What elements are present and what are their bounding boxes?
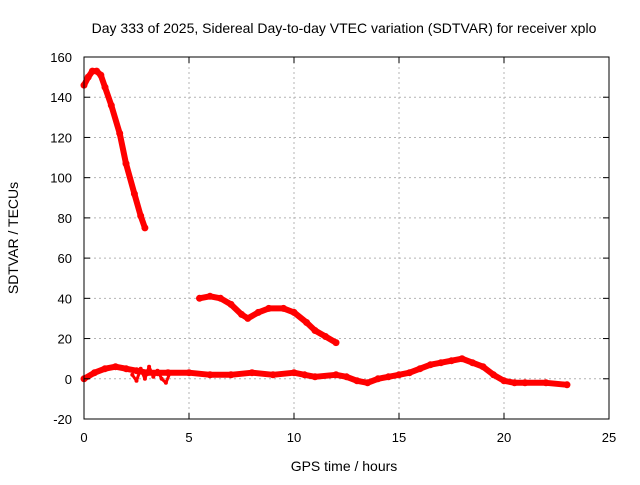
y-tick-label: 60 — [58, 251, 72, 266]
data-point — [406, 369, 413, 377]
data-point — [301, 371, 308, 379]
data-point — [469, 359, 476, 367]
data-point — [97, 71, 105, 79]
series-layer — [80, 67, 571, 389]
data-point — [185, 369, 193, 377]
chart-title: Day 333 of 2025, Sidereal Day-to-day VTE… — [92, 20, 597, 36]
data-point — [91, 369, 98, 377]
x-tick-label: 10 — [287, 430, 301, 445]
y-tick-label: -20 — [53, 412, 72, 427]
data-point — [563, 381, 571, 389]
x-tick-label: 0 — [80, 430, 87, 445]
x-axis-label: GPS time / hours — [291, 458, 398, 474]
data-point — [332, 339, 340, 347]
data-point — [353, 377, 361, 385]
data-point — [130, 372, 135, 377]
data-point — [147, 364, 152, 369]
data-point — [385, 373, 392, 381]
data-point — [416, 365, 424, 373]
data-point — [521, 379, 529, 387]
data-point — [311, 373, 319, 381]
grid-layer — [84, 57, 609, 419]
data-point — [448, 357, 455, 365]
data-point — [311, 327, 319, 334]
tick-layer: 0 5 10 15 20 25 -20 0 20 40 60 80 100 120 140 160 — [50, 50, 616, 445]
data-point — [395, 371, 403, 379]
x-tick-label: 20 — [497, 430, 511, 445]
data-point — [84, 73, 92, 81]
data-point — [437, 359, 445, 367]
data-point — [479, 363, 487, 371]
x-tick-label: 5 — [185, 430, 192, 445]
data-point — [227, 371, 235, 379]
y-axis-label: SDTVAR / TECUs — [5, 182, 21, 294]
y-tick-label: 160 — [50, 50, 72, 65]
plot-frame — [83, 56, 610, 420]
series-line-high-arc — [81, 68, 148, 231]
data-point — [155, 368, 160, 373]
y-tick-label: 20 — [58, 332, 72, 347]
data-point — [168, 370, 173, 375]
data-point — [138, 366, 143, 371]
data-point — [116, 129, 124, 137]
data-point — [254, 308, 262, 316]
x-tick-label: 15 — [392, 430, 406, 445]
data-point — [159, 376, 164, 381]
y-tick-label: 100 — [50, 171, 72, 186]
data-point — [500, 377, 508, 385]
series-line-mid-arc — [196, 293, 339, 346]
y-tick-label: 0 — [65, 372, 72, 387]
data-point — [122, 365, 130, 373]
data-point — [427, 361, 434, 369]
data-point — [322, 333, 329, 340]
series-line-noise-burst — [130, 365, 172, 385]
y-tick-label: 120 — [50, 130, 72, 145]
data-point — [206, 292, 214, 300]
data-point — [542, 379, 550, 387]
data-point — [151, 374, 156, 379]
data-point — [303, 319, 311, 326]
data-point — [511, 379, 518, 387]
data-point — [269, 371, 277, 379]
y-tick-label: 40 — [58, 291, 72, 306]
y-tick-label: 80 — [58, 211, 72, 226]
data-point — [374, 375, 382, 383]
data-point — [238, 310, 245, 318]
data-point — [130, 190, 138, 198]
y-tick-label: 140 — [50, 90, 72, 105]
data-point — [332, 371, 340, 379]
data-point — [217, 294, 224, 302]
data-point — [137, 212, 145, 220]
data-point — [343, 373, 350, 381]
data-point — [142, 376, 147, 381]
data-point — [141, 224, 149, 232]
data-point — [163, 380, 168, 385]
data-point — [290, 369, 298, 377]
data-point — [101, 83, 109, 91]
data-point — [227, 300, 235, 308]
data-point — [280, 304, 287, 312]
data-point — [364, 379, 371, 387]
data-point — [458, 355, 466, 363]
data-point — [134, 378, 139, 383]
data-point — [206, 371, 214, 379]
data-point — [290, 308, 298, 316]
data-point — [107, 101, 115, 109]
data-point — [248, 369, 256, 377]
data-point — [490, 371, 497, 379]
x-tick-label: 25 — [602, 430, 616, 445]
data-point — [196, 294, 203, 302]
data-point — [101, 365, 109, 373]
data-point — [122, 160, 130, 168]
data-point — [265, 304, 273, 312]
data-point — [244, 314, 252, 322]
data-point — [112, 363, 119, 371]
